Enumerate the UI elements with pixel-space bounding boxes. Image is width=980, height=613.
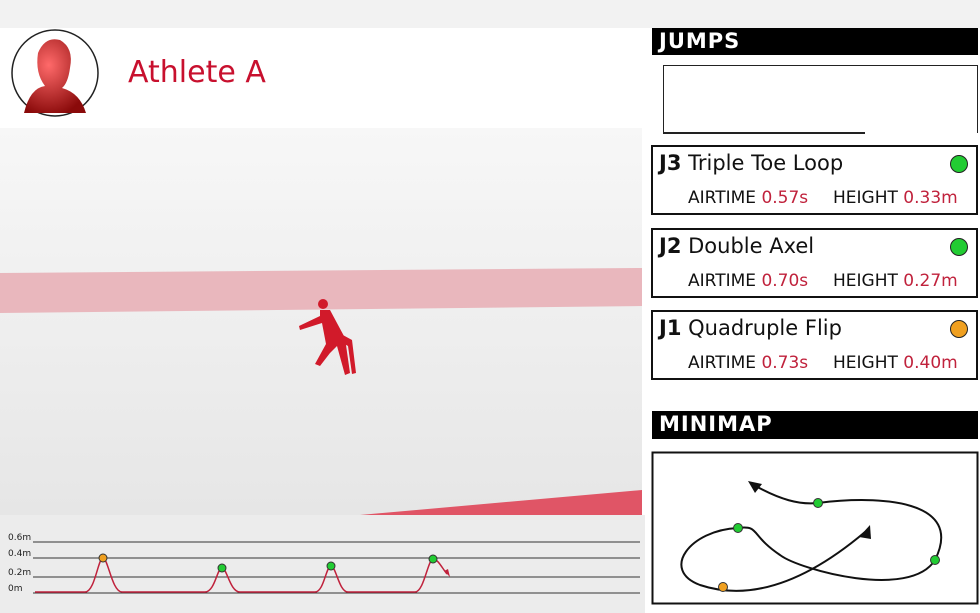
- airtime: AIRTIME 0.70s: [688, 271, 808, 291]
- height-label: HEIGHT: [833, 353, 898, 373]
- jump-marker: [930, 555, 940, 565]
- track-arrow: [859, 525, 871, 539]
- jump-card: J1 Quadruple Flip AIRTIME 0.73s HEIGHT 0.4…: [651, 310, 978, 380]
- jump-marker: [733, 523, 743, 533]
- jump-name: Triple Toe Loop: [688, 151, 844, 175]
- curve-arrow: [444, 569, 450, 577]
- jump-card: J3 Triple Toe Loop AIRTIME 0.57s HEIGHT 0.…: [651, 145, 978, 215]
- height-curve: [35, 557, 448, 593]
- preview-underline: [663, 132, 865, 134]
- airtime-label: AIRTIME: [688, 271, 757, 291]
- boards: [0, 268, 642, 313]
- avatar-figure: [24, 39, 86, 113]
- height-value: 0.27m: [903, 271, 958, 291]
- jump-marker: [718, 582, 728, 592]
- status-dot: [950, 155, 968, 173]
- airtime-value: 0.73s: [761, 353, 809, 373]
- height-value: 0.40m: [903, 353, 958, 373]
- y-tick-label: 0.6m: [8, 533, 31, 543]
- jump-name: Quadruple Flip: [688, 316, 842, 340]
- height-label: HEIGHT: [833, 271, 898, 291]
- jump-marker: [217, 563, 227, 573]
- jump-marker: [326, 561, 336, 571]
- height: HEIGHT 0.27m: [833, 271, 958, 291]
- boards: [360, 490, 642, 515]
- track-path: [680, 483, 943, 592]
- jump-card: J2 Double Axel AIRTIME 0.70s HEIGHT 0.27m: [651, 228, 978, 298]
- jump-marker: [98, 553, 108, 563]
- height-label: HEIGHT: [833, 188, 898, 208]
- y-tick-label: 0.2m: [8, 568, 31, 578]
- jump-name: Double Axel: [688, 234, 815, 258]
- airtime-label: AIRTIME: [688, 188, 757, 208]
- height: HEIGHT 0.40m: [833, 353, 958, 373]
- skater: [299, 299, 356, 375]
- video-panel: 0.6m 0.4m 0.2m 0m: [0, 28, 645, 613]
- airtime: AIRTIME 0.57s: [688, 188, 808, 208]
- airtime: AIRTIME 0.73s: [688, 353, 808, 373]
- y-tick-label: 0m: [8, 584, 23, 594]
- jump-marker: [813, 498, 823, 508]
- jump-title: J1 Quadruple Flip: [659, 316, 842, 340]
- section-title: JUMPS: [652, 28, 978, 55]
- jump-code: J1: [659, 316, 682, 340]
- track-arrow: [748, 481, 762, 493]
- jump-title: J2 Double Axel: [659, 234, 814, 258]
- top-strip: [0, 0, 980, 28]
- graph-bg: [0, 515, 645, 613]
- y-tick-label: 0.4m: [8, 549, 31, 559]
- minimap: [651, 451, 979, 605]
- airtime-value: 0.57s: [761, 188, 809, 208]
- jump-code: J2: [659, 234, 682, 258]
- status-dot: [950, 320, 968, 338]
- jump-code: J3: [659, 151, 682, 175]
- jump-preview: [663, 65, 978, 133]
- jump-marker: [428, 554, 438, 564]
- height: HEIGHT 0.33m: [833, 188, 958, 208]
- jump-title: J3 Triple Toe Loop: [659, 151, 843, 175]
- athlete-name: Athlete A: [128, 55, 266, 90]
- airtime-value: 0.70s: [761, 271, 809, 291]
- airtime-label: AIRTIME: [688, 353, 757, 373]
- height-value: 0.33m: [903, 188, 958, 208]
- status-dot: [950, 238, 968, 256]
- section-title: MINIMAP: [652, 411, 978, 439]
